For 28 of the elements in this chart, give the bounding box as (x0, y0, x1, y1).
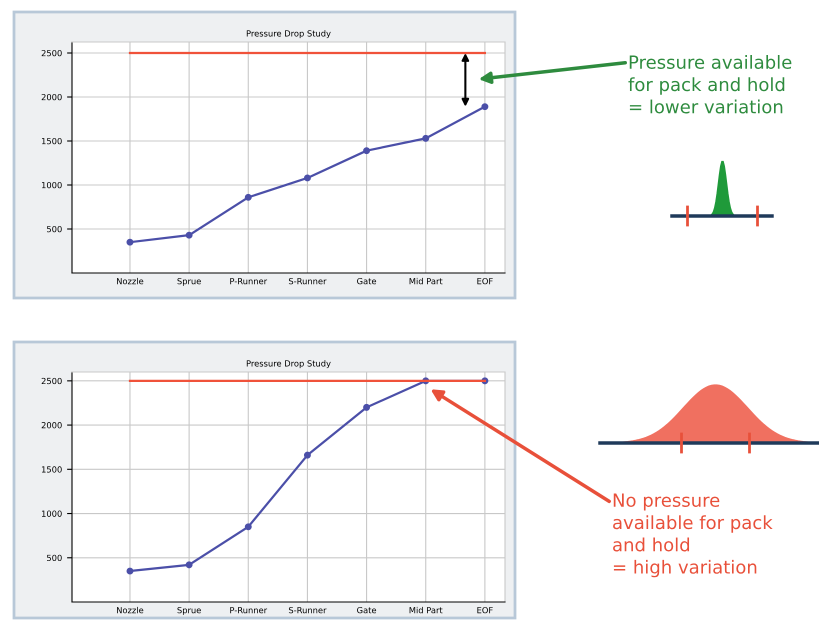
x-tick-label: S-Runner (288, 607, 326, 614)
y-tick-label: 2000 (42, 422, 62, 428)
y-tick-label: 2500 (42, 378, 62, 384)
x-tick-label: EOF (477, 607, 493, 614)
x-tick-label: S-Runner (288, 278, 326, 284)
y-tick-label: 1500 (42, 466, 62, 473)
y-tick-label: 500 (47, 554, 62, 562)
x-tick-label: Gate (357, 278, 376, 284)
x-tick-label: Nozzle (117, 606, 144, 614)
text: No pressure available for pack and hold = high variation (613, 494, 773, 578)
y-tick-label: 1000 (42, 510, 62, 517)
x-tick-label: Nozzle (117, 278, 144, 284)
x-tick-label: Sprue (177, 278, 201, 286)
x-tick-label: P-Runner (230, 607, 268, 614)
x-tick-label: EOF (477, 278, 493, 284)
chart-title: Pressure Drop Study (246, 360, 331, 368)
x-tick-label: Sprue (177, 607, 201, 615)
x-tick-label: Mid Part (410, 278, 442, 284)
y-tick-label: 500 (47, 226, 62, 232)
y-tick-label: 2000 (42, 94, 62, 100)
y-tick-label: 1000 (42, 182, 62, 188)
x-tick-label: P-Runner (230, 278, 268, 284)
y-tick-label: 1500 (42, 138, 62, 144)
chart-title: Pressure Drop Study (246, 30, 331, 38)
text: Pressure available for pack and hold = lower variation (628, 55, 792, 114)
x-tick-label: Mid Part (410, 606, 442, 614)
y-tick-label: 2500 (42, 50, 62, 56)
x-tick-label: Gate (357, 607, 376, 614)
